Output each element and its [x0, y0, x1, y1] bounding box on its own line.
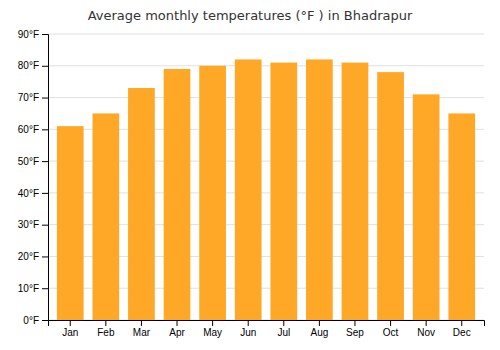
- tick-mark: [42, 34, 48, 35]
- tick-mark: [42, 288, 48, 289]
- y-tick: 0°F: [23, 315, 48, 326]
- y-axis: 0°F 10°F 20°F 30°F 40°F 50°F 60°F 70°F 80°F 90°F: [18, 29, 49, 326]
- x-tick: Dec: [453, 320, 471, 338]
- tick-label: 90°F: [18, 29, 39, 40]
- x-tick: Aug: [310, 320, 328, 338]
- tick-mark: [42, 225, 48, 226]
- tick-label: Apr: [169, 327, 185, 338]
- tick-mark: [212, 320, 213, 326]
- tick-mark: [390, 320, 391, 326]
- y-tick: 40°F: [18, 188, 48, 199]
- x-tick: Jan: [62, 320, 78, 338]
- bar: [92, 113, 119, 320]
- tick-label: 0°F: [23, 315, 39, 326]
- tick-label: Jan: [62, 327, 78, 338]
- x-tick: Oct: [383, 320, 399, 338]
- tick-label: 10°F: [18, 283, 39, 294]
- tick-mark: [42, 129, 48, 130]
- y-tick: 20°F: [18, 251, 48, 262]
- bar: [306, 59, 333, 320]
- bar: [128, 88, 155, 320]
- chart: 0°F 10°F 20°F 30°F 40°F 50°F 60°F 70°F 80°F 90°F J…: [0, 0, 500, 350]
- tick-mark: [42, 193, 48, 194]
- plot: 0°F 10°F 20°F 30°F 40°F 50°F 60°F 70°F 80°F 90°F J…: [18, 29, 485, 338]
- tick-label: 40°F: [18, 188, 39, 199]
- bar: [413, 94, 440, 320]
- tick-mark: [42, 320, 48, 321]
- tick-label: May: [203, 327, 222, 338]
- bars: [57, 59, 475, 320]
- x-tick: Feb: [97, 320, 115, 338]
- grid: [48, 34, 484, 320]
- bar: [57, 126, 84, 320]
- bar: [164, 69, 191, 320]
- grid-line: [48, 65, 484, 66]
- y-tick: 30°F: [18, 219, 48, 230]
- tick-label: Sep: [346, 327, 364, 338]
- x-axis: Jan Feb Mar Apr May Jun Jul Aug Sep Oct Nov Dec: [49, 320, 485, 338]
- tick-label: 60°F: [18, 124, 39, 135]
- y-tick: 90°F: [18, 29, 48, 40]
- y-tick: 60°F: [18, 124, 48, 135]
- x-tick: Mar: [133, 320, 151, 338]
- tick-label: Jul: [277, 327, 290, 338]
- tick-label: Feb: [97, 327, 115, 338]
- tick-mark: [42, 66, 48, 67]
- tick-mark: [319, 320, 320, 326]
- bar: [342, 63, 369, 320]
- x-tick: May: [203, 320, 222, 338]
- tick-mark: [177, 320, 178, 326]
- tick-mark: [426, 320, 427, 326]
- tick-label: Dec: [453, 327, 471, 338]
- x-tick: Jul: [277, 320, 290, 338]
- y-tick: 10°F: [18, 283, 48, 294]
- bar: [448, 113, 475, 320]
- tick-label: 70°F: [18, 92, 39, 103]
- tick-mark: [248, 320, 249, 326]
- tick-label: Mar: [133, 327, 151, 338]
- bar: [199, 66, 226, 320]
- x-tick: Apr: [169, 320, 185, 338]
- tick-mark: [42, 98, 48, 99]
- bar: [377, 72, 404, 320]
- chart-container: 0°F 10°F 20°F 30°F 40°F 50°F 60°F 70°F 80°F 90°F J…: [0, 0, 500, 350]
- tick-label: Oct: [383, 327, 399, 338]
- tick-label: 20°F: [18, 251, 39, 262]
- axis-line: [49, 321, 485, 327]
- y-tick: 70°F: [18, 92, 48, 103]
- bar: [235, 59, 262, 320]
- tick-mark: [461, 320, 462, 326]
- tick-mark: [42, 256, 48, 257]
- x-tick: Jun: [240, 320, 256, 338]
- tick-mark: [70, 320, 71, 326]
- tick-label: Jun: [240, 327, 256, 338]
- tick-mark: [141, 320, 142, 326]
- tick-mark: [354, 320, 355, 326]
- y-tick: 80°F: [18, 60, 48, 71]
- title: Average monthly temperatures (°F ) in Bh…: [88, 8, 413, 23]
- bar: [270, 63, 297, 320]
- y-tick: 50°F: [18, 156, 48, 167]
- tick-label: 30°F: [18, 219, 39, 230]
- tick-mark: [105, 320, 106, 326]
- tick-label: 80°F: [18, 60, 39, 71]
- x-tick: Nov: [417, 320, 435, 338]
- tick-mark: [42, 161, 48, 162]
- tick-label: Nov: [417, 327, 435, 338]
- axis-line: [42, 35, 49, 321]
- tick-mark: [283, 320, 284, 326]
- grid-line: [48, 34, 484, 35]
- tick-label: Aug: [310, 327, 328, 338]
- x-tick: Sep: [346, 320, 364, 338]
- tick-label: 50°F: [18, 156, 39, 167]
